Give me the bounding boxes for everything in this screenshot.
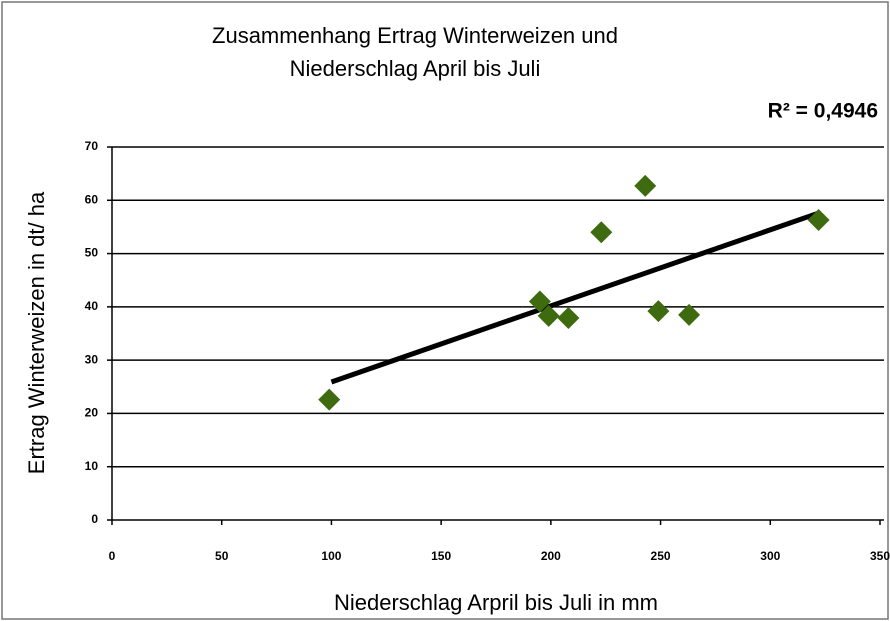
x-tick-label: 350 (870, 549, 890, 563)
x-axis-label: Niederschlag Arpril bis Juli in mm (334, 590, 658, 615)
y-tick-label: 60 (85, 192, 99, 206)
scatter-point (528, 290, 551, 313)
x-tick-label: 200 (541, 549, 561, 563)
y-axis-label: Ertrag Winterweizen in dt/ ha (24, 191, 49, 474)
trendline (330, 210, 820, 385)
scatter-point (557, 307, 580, 330)
scatter-point (647, 300, 670, 323)
chart-title: Zusammenhang Ertrag Winterweizen und (212, 23, 618, 48)
x-tick-label: 150 (431, 549, 451, 563)
y-tick-label: 0 (91, 512, 98, 526)
x-tick-label: 300 (760, 549, 780, 563)
y-tick-label: 10 (85, 459, 99, 473)
chart-subtitle: Niederschlag April bis Juli (290, 56, 541, 81)
y-tick-label: 70 (85, 139, 99, 153)
scatter-point (678, 303, 701, 326)
scatter-point (634, 174, 657, 197)
y-tick-label: 40 (85, 299, 99, 313)
x-tick-label: 0 (109, 549, 116, 563)
scatter-point (807, 209, 830, 232)
x-tick-label: 250 (651, 549, 671, 563)
scatter-point (590, 221, 613, 244)
y-tick-label: 30 (85, 352, 99, 366)
y-tick-label: 50 (85, 246, 99, 260)
y-tick-label: 20 (85, 406, 99, 420)
x-tick-label: 50 (215, 549, 229, 563)
scatter-point (537, 304, 560, 327)
r-squared: R² = 0,4946 (768, 100, 878, 123)
scatter-point (318, 388, 341, 411)
x-tick-label: 100 (321, 549, 341, 563)
